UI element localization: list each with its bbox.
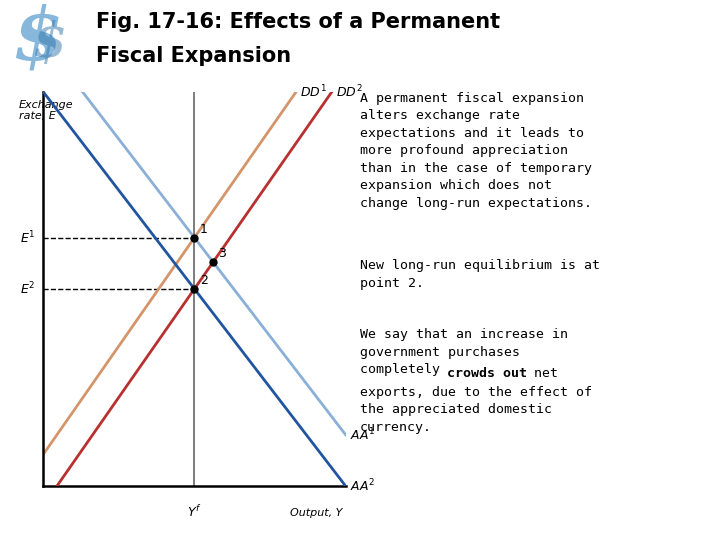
Text: Fiscal Expansion: Fiscal Expansion [96, 46, 291, 66]
Text: 17-38: 17-38 [676, 515, 706, 525]
Text: $: $ [32, 19, 67, 66]
Text: We say that an increase in
government purchases
completely: We say that an increase in government pu… [360, 328, 568, 376]
Text: Exchange
rate, E: Exchange rate, E [19, 100, 73, 122]
Text: $: $ [12, 4, 63, 75]
Text: Output, Y: Output, Y [290, 508, 343, 518]
Text: A permanent fiscal expansion
alters exchange rate
expectations and it leads to
m: A permanent fiscal expansion alters exch… [360, 92, 592, 210]
Text: 1: 1 [200, 223, 207, 236]
Text: Fig. 17-16: Effects of a Permanent: Fig. 17-16: Effects of a Permanent [96, 12, 500, 32]
Text: $E^1$: $E^1$ [20, 230, 35, 246]
Text: exports, due to the effect of
the appreciated domestic
currency.: exports, due to the effect of the apprec… [360, 386, 592, 434]
Text: Copyright ©2015 Pearson Education, Inc. All rights reserved.: Copyright ©2015 Pearson Education, Inc. … [7, 515, 360, 525]
Text: $DD^2$: $DD^2$ [336, 84, 363, 100]
Text: $E^2$: $E^2$ [20, 281, 35, 297]
Text: crowds out: crowds out [447, 367, 527, 380]
Text: net: net [526, 367, 558, 380]
Text: $AA^1$: $AA^1$ [350, 427, 376, 443]
Text: 2: 2 [200, 274, 207, 287]
Text: New long-run equilibrium is at
point 2.: New long-run equilibrium is at point 2. [360, 259, 600, 290]
Text: $AA^2$: $AA^2$ [350, 478, 375, 494]
Text: 3: 3 [219, 247, 226, 260]
Text: $Y^f$: $Y^f$ [187, 504, 202, 519]
Text: $DD^1$: $DD^1$ [300, 84, 328, 100]
